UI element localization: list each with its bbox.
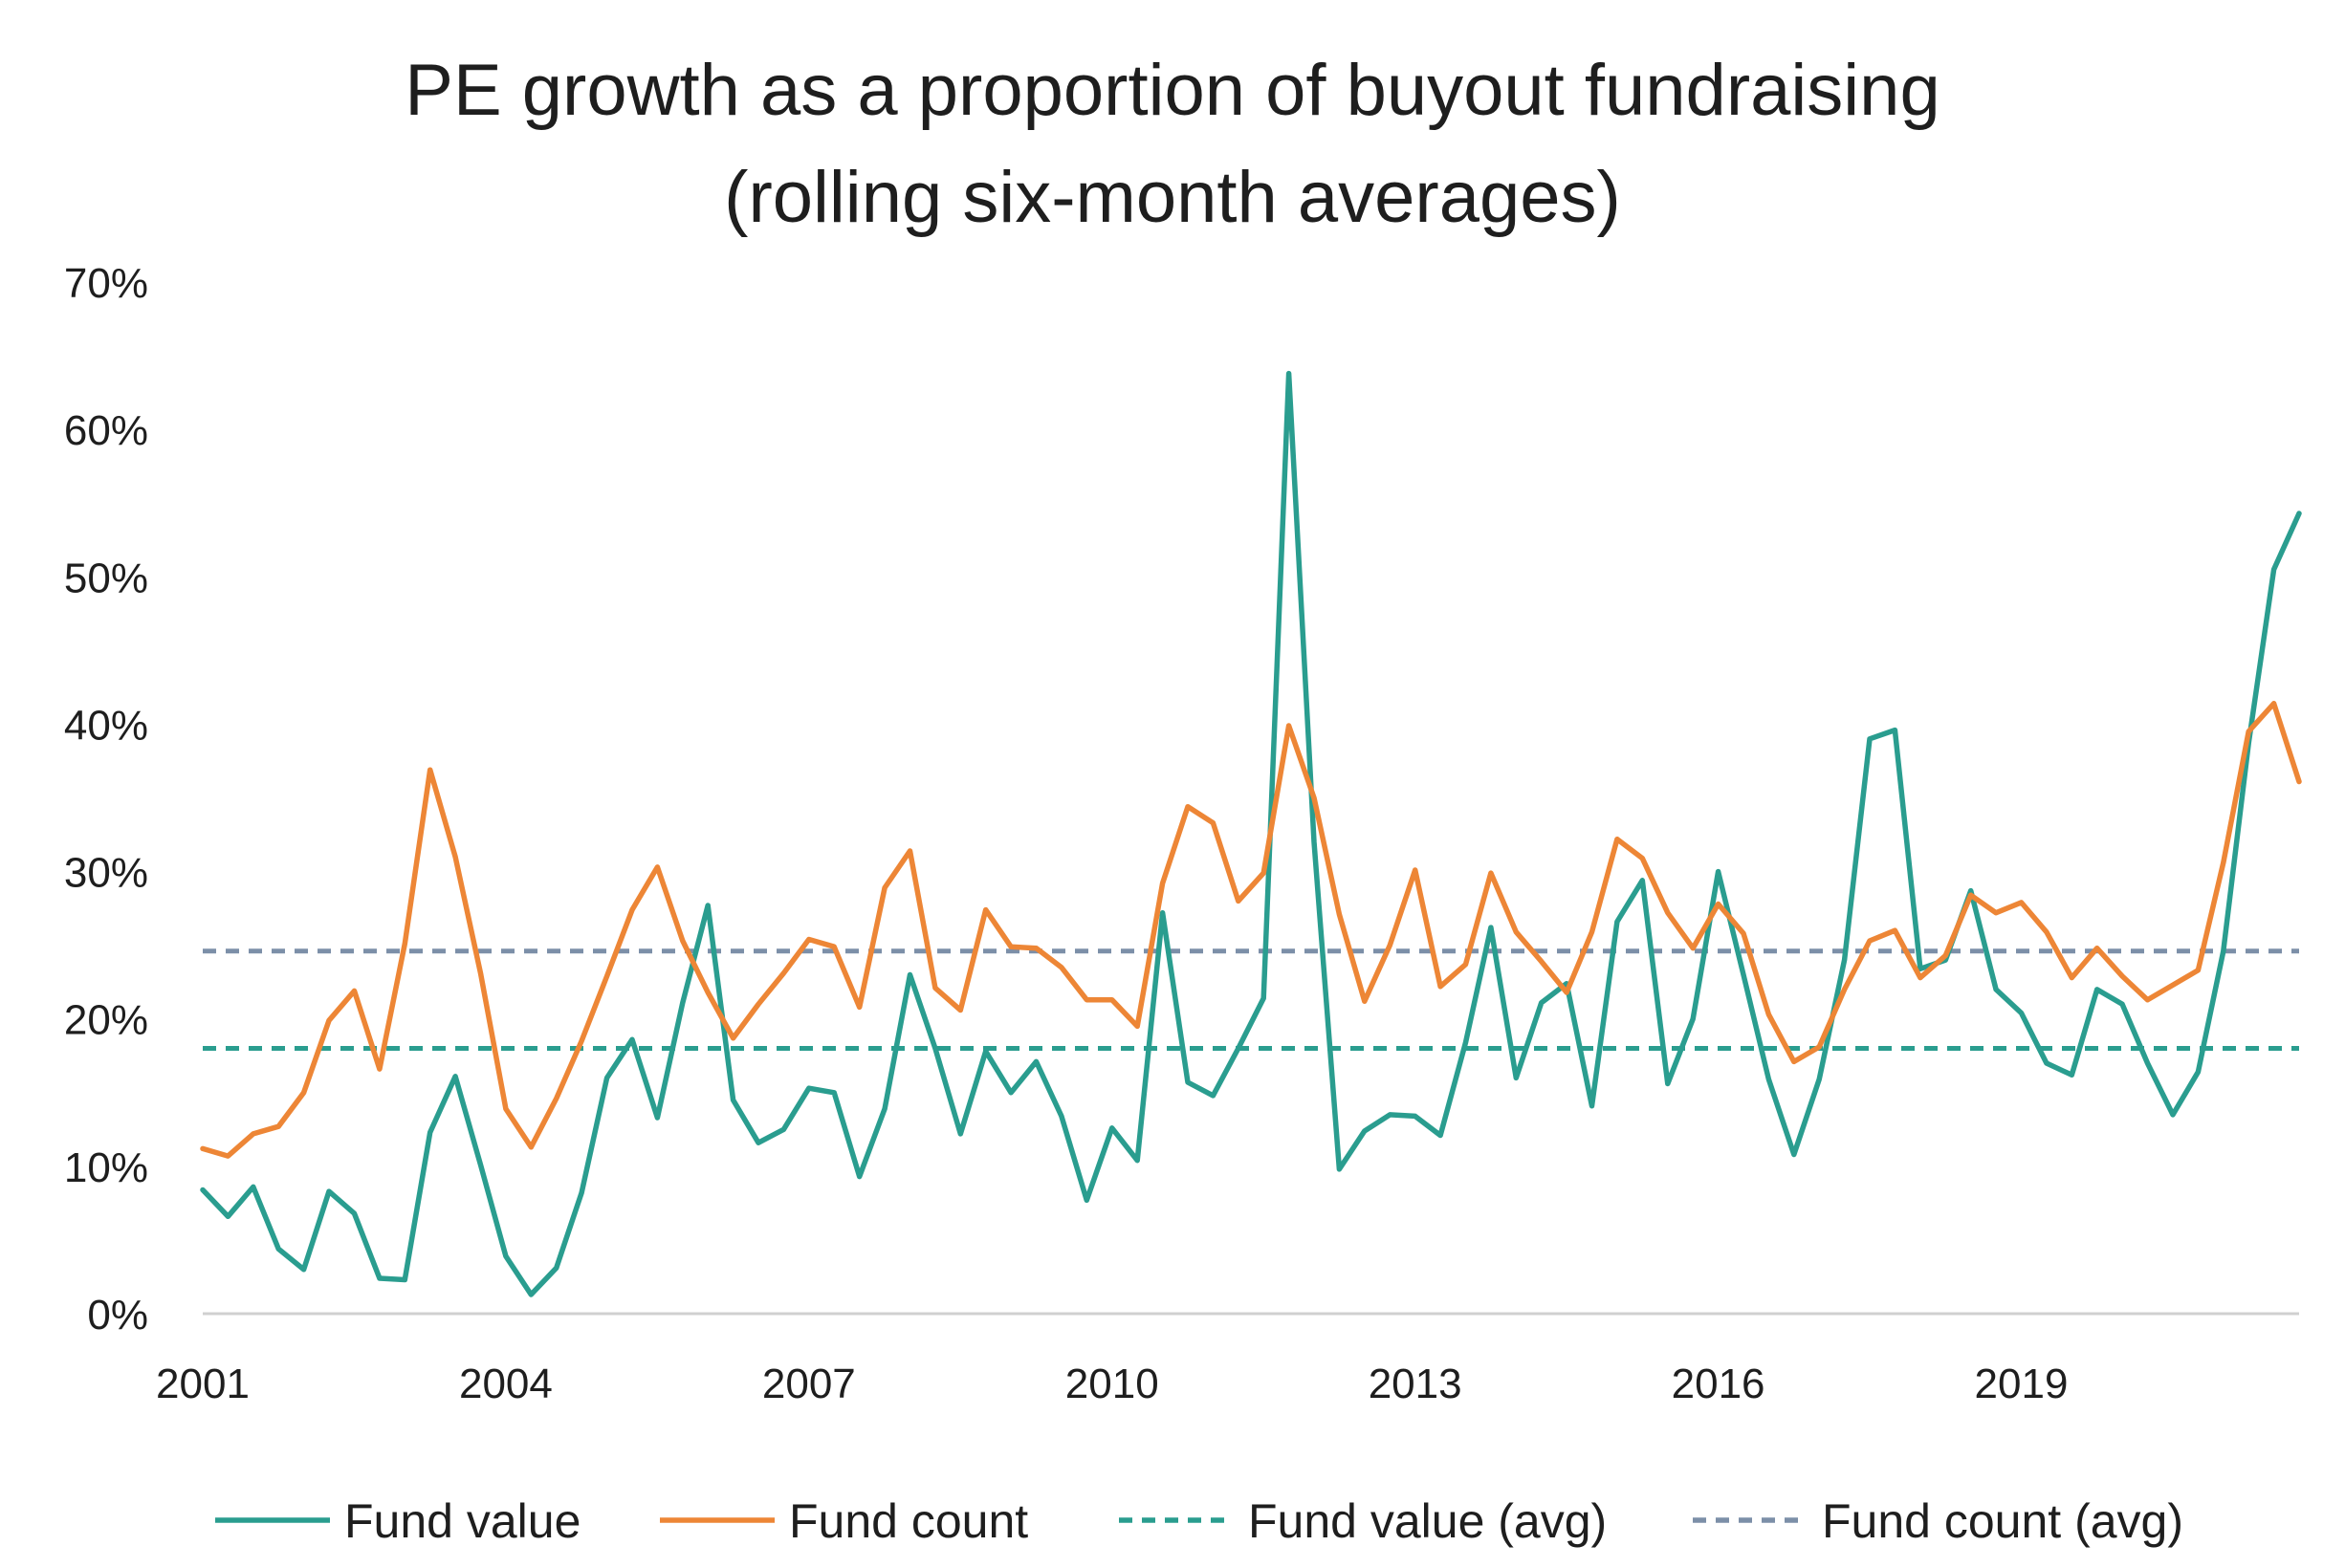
- plot-area: [200, 370, 2302, 1297]
- x-tick-label: 2019: [1975, 1361, 2069, 1407]
- x-tick-label: 2007: [762, 1361, 856, 1407]
- y-tick-label: 50%: [64, 555, 148, 601]
- legend-label-fund-value-avg: Fund value (avg): [1248, 1494, 1607, 1548]
- chart-title: PE growth as a proportion of buyout fund…: [405, 50, 1940, 131]
- x-tick-label: 2013: [1369, 1361, 1462, 1407]
- x-tick-label: 2001: [156, 1361, 250, 1407]
- x-tick-label: 2010: [1065, 1361, 1159, 1407]
- y-tick-label: 10%: [64, 1144, 148, 1191]
- y-tick-label: 20%: [64, 997, 148, 1044]
- y-tick-label: 30%: [64, 850, 148, 897]
- series-line-fund-count: [200, 701, 2302, 1159]
- legend-label-fund-count-avg: Fund count (avg): [1822, 1494, 2183, 1548]
- y-tick-label: 0%: [87, 1292, 148, 1339]
- legend-label-fund-count: Fund count: [789, 1494, 1028, 1548]
- y-tick-label: 70%: [64, 260, 148, 307]
- series-line-fund-value: [200, 370, 2302, 1297]
- legend-label-fund-value: Fund value: [344, 1494, 581, 1548]
- y-tick-label: 40%: [64, 702, 148, 749]
- x-tick-label: 2004: [459, 1361, 553, 1407]
- y-axis: 0% 10% 20% 30% 40% 50% 60% 70%: [64, 260, 148, 1339]
- x-tick-label: 2016: [1672, 1361, 1765, 1407]
- y-tick-label: 60%: [64, 407, 148, 454]
- chart-subtitle: (rolling six-month averages): [724, 157, 1621, 238]
- x-axis: 2001 2004 2007 2010 2013 2016 2019: [156, 1312, 2299, 1407]
- legend: Fund value Fund count Fund value (avg) Fund…: [215, 1494, 2183, 1548]
